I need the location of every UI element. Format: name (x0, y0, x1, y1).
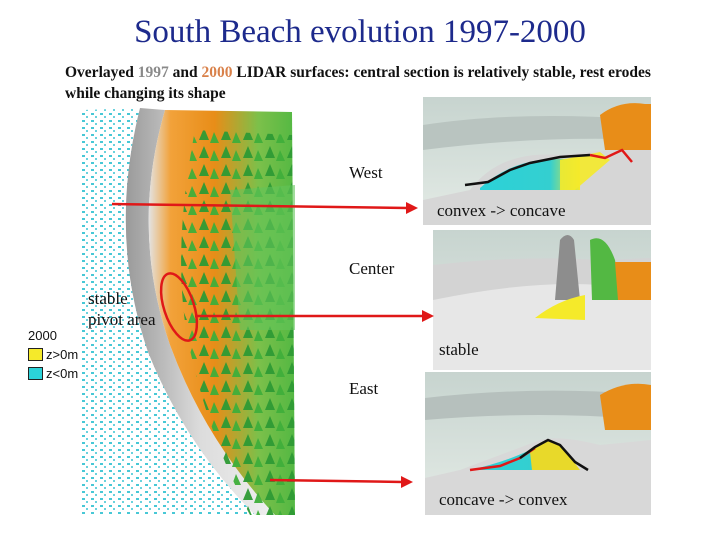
legend-swatch-cyan (28, 367, 43, 380)
subtitle-prefix: Overlayed (65, 64, 138, 81)
terrain-beach-strip (125, 108, 276, 515)
arrow-west (111, 202, 418, 214)
west-surface (480, 158, 580, 190)
legend-label-above-zero: z>0m (46, 347, 79, 362)
terrain-vegetation-east (230, 185, 295, 330)
terrain-main-view (82, 108, 295, 515)
east-label: East (349, 379, 379, 398)
center-label: Center (349, 259, 395, 278)
center-caption: stable (439, 340, 479, 359)
legend: 2000 z>0m z<0m (28, 326, 78, 383)
subtitle-middle: and (168, 64, 202, 81)
arrow-center (195, 310, 434, 322)
legend-item-above-zero: z>0m (28, 345, 78, 364)
page-title: South Beach evolution 1997-2000 (134, 14, 586, 50)
east-profile-panel (425, 372, 651, 515)
east-profile-1997 (519, 438, 589, 472)
subtitle-suffix: LIDAR surfaces: central section is relat… (65, 64, 651, 102)
legend-title: 2000 (28, 328, 57, 343)
arrow-east (269, 476, 413, 488)
legend-item-below-zero: z<0m (28, 364, 78, 383)
center-profile-panel (433, 230, 651, 370)
pivot-area-ellipse (159, 272, 199, 342)
west-profile-2000 (589, 148, 633, 163)
west-profile-1997 (464, 153, 591, 187)
subtitle: Overlayed 1997 and 2000 LIDAR surfaces: … (65, 62, 685, 104)
west-label: West (349, 163, 383, 182)
subtitle-year-1997: 1997 (137, 64, 169, 81)
pivot-area-label: stable pivot area (88, 288, 156, 330)
east-caption: concave -> convex (439, 490, 568, 509)
pivot-label-line2: pivot area (88, 310, 156, 329)
west-profile-panel (423, 97, 651, 225)
center-surface (535, 295, 585, 320)
subtitle-year-2000: 2000 (201, 64, 233, 81)
legend-label-below-zero: z<0m (46, 366, 79, 381)
west-caption: convex -> concave (437, 201, 566, 220)
legend-swatch-yellow (28, 348, 43, 361)
pivot-label-line1: stable (88, 289, 128, 308)
